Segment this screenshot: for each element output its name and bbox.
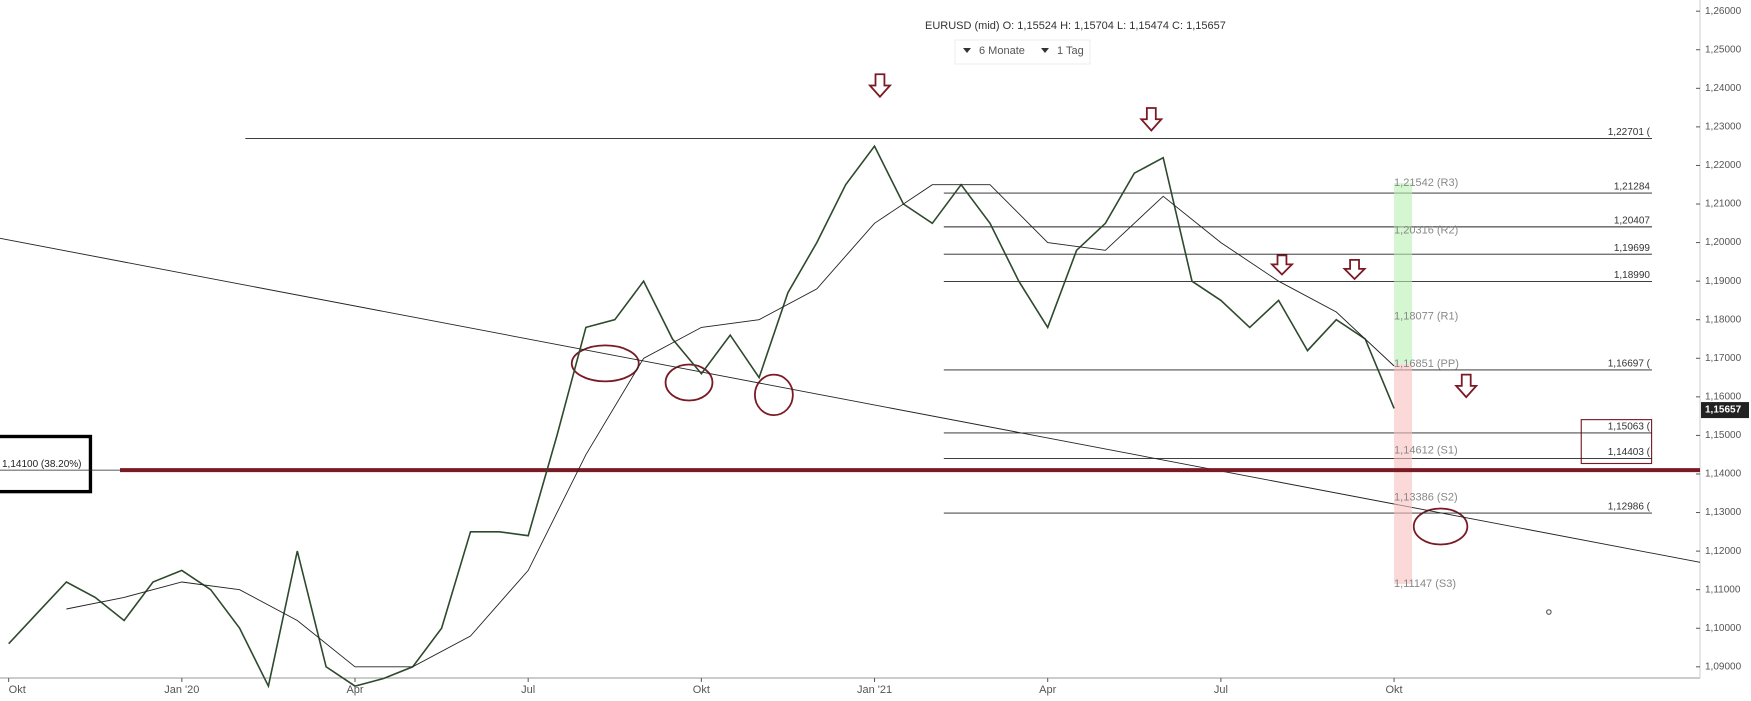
- level-label: 1,18990: [1614, 270, 1651, 281]
- last-price-tag: [1701, 402, 1749, 419]
- level-label: 1,20407: [1614, 216, 1651, 227]
- y-tick-label: 1,15000: [1705, 430, 1742, 441]
- arrow: [1139, 107, 1164, 132]
- y-tick-label: 1,18000: [1705, 314, 1742, 325]
- fib-label: 1,14100 (38.20%): [2, 459, 82, 470]
- range-select[interactable]: 6 Monate: [979, 45, 1025, 57]
- arrow: [1454, 373, 1479, 399]
- dropdown-icon: [963, 48, 971, 53]
- y-tick-label: 1,10000: [1705, 623, 1742, 634]
- y-tick-label: 1,21000: [1705, 199, 1742, 210]
- x-tick-label: Okt: [9, 684, 26, 696]
- level-label: 1,16697 (: [1608, 359, 1651, 370]
- x-tick-label: Apr: [346, 684, 363, 696]
- y-tick-label: 1,12000: [1705, 546, 1742, 557]
- pivot-label: 1,16851 (PP): [1394, 358, 1459, 370]
- toolbar[interactable]: 6 Monate 1 Tag: [954, 39, 1091, 65]
- pivot-label: 1,11147 (S3): [1394, 578, 1456, 590]
- y-tick-label: 1,23000: [1705, 122, 1742, 133]
- circle: [570, 344, 640, 383]
- y-tick-label: 1,14000: [1705, 469, 1742, 480]
- pivot-band-up: [1394, 183, 1413, 365]
- y-tick-label: 1,13000: [1705, 507, 1742, 518]
- x-tick-label: Okt: [693, 684, 710, 696]
- y-tick-label: 1,24000: [1705, 83, 1742, 94]
- y-tick-label: 1,16000: [1705, 391, 1742, 402]
- y-tick-label: 1,09000: [1705, 661, 1742, 672]
- x-tick-label: Apr: [1039, 684, 1056, 696]
- pivot-label: 1,18077 (R1): [1394, 311, 1458, 323]
- symbol-header: EURUSD (mid) O: 1,15524 H: 1,15704 L: 1,…: [925, 20, 1226, 32]
- circle: [753, 373, 794, 417]
- trendline: [0, 237, 1701, 563]
- pivot-label: 1,20316 (R2): [1394, 224, 1458, 236]
- highlight-box: [1580, 419, 1653, 465]
- x-tick-label: Jul: [1214, 684, 1228, 696]
- y-tick-label: 1,25000: [1705, 44, 1742, 55]
- pivot-label: 1,13386 (S2): [1394, 492, 1458, 504]
- pivot-label: 1,14612 (S1): [1394, 444, 1458, 456]
- pivot-label: 1,21542 (R3): [1394, 177, 1458, 189]
- arrow: [1269, 254, 1295, 276]
- circle: [1412, 507, 1469, 546]
- last-price-label: 1,15657: [1705, 405, 1742, 416]
- level-label: 1,12986 (: [1608, 502, 1651, 513]
- arrow: [867, 73, 893, 99]
- x-tick-label: Jan '20: [164, 684, 199, 696]
- y-tick-label: 1,11000: [1705, 584, 1741, 595]
- x-tick-label: Okt: [1385, 684, 1402, 696]
- x-tick-label: Jul: [521, 684, 535, 696]
- level-label: 1,15063 (: [1608, 422, 1651, 433]
- y-tick-label: 1,26000: [1705, 6, 1742, 17]
- level-label: 1,14403 (: [1608, 447, 1651, 458]
- toolbar-box: [954, 39, 1091, 65]
- annotations: [0, 73, 1653, 615]
- level-label: 1,21284: [1614, 182, 1651, 193]
- dot: [1546, 609, 1552, 615]
- pivot-band-down: [1394, 364, 1413, 585]
- level-label: 1,19699: [1614, 243, 1651, 254]
- interval-select[interactable]: 1 Tag: [1057, 45, 1084, 57]
- price-line: [8, 144, 1395, 689]
- level-label: 1,22701 (: [1608, 127, 1651, 138]
- y-tick-label: 1,17000: [1705, 353, 1742, 364]
- y-tick-label: 1,20000: [1705, 237, 1742, 248]
- fib-label-box: [0, 434, 93, 494]
- moving-average: [66, 184, 1395, 668]
- y-tick-label: 1,22000: [1705, 160, 1742, 171]
- x-tick-label: Jan '21: [857, 684, 892, 696]
- y-tick-label: 1,19000: [1705, 276, 1742, 287]
- arrow: [1342, 258, 1367, 281]
- dropdown-icon: [1041, 48, 1049, 53]
- circle: [664, 363, 714, 402]
